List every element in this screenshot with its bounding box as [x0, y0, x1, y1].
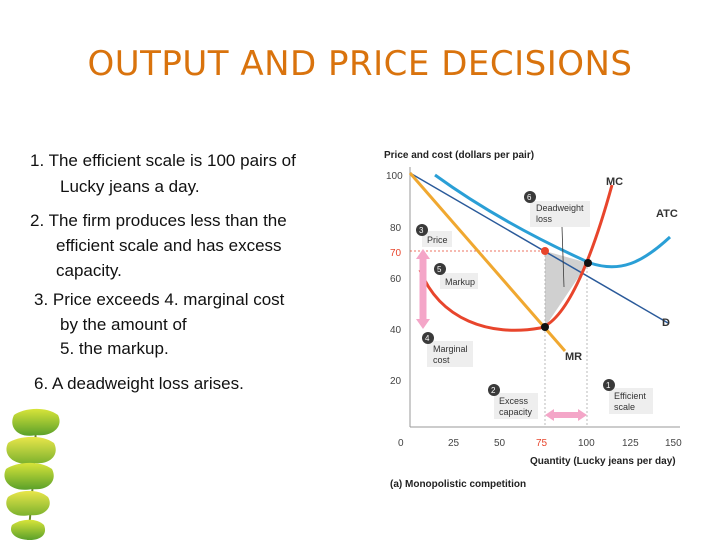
leaf-icon [4, 462, 54, 490]
y-tick-label-price: 70 [390, 248, 402, 259]
x-tick-label: 100 [578, 438, 595, 449]
callout-1-text-line-1: Efficient [614, 391, 646, 401]
leaf-icon [6, 490, 50, 516]
point-3-line-2: by the amount of [60, 315, 187, 334]
callout-6-number: 6 [527, 193, 532, 202]
callout-3-number-badge [416, 224, 428, 236]
mr-label: MR [565, 351, 582, 363]
callout-5-number-badge [434, 263, 446, 275]
point-2-line-3: capacity. [56, 261, 122, 280]
callout-2-text-line-2: capacity [499, 407, 533, 417]
callout-5-number: 5 [437, 265, 442, 274]
callout-1-number: 1 [606, 381, 611, 390]
callout-2-box [494, 393, 538, 419]
diagram-caption: (a) Monopolistic competition [390, 479, 526, 490]
callout-1-box [609, 388, 653, 414]
marginal-revenue-curve [408, 172, 567, 352]
x-tick-label: 25 [448, 438, 460, 449]
callout-5-box [440, 273, 478, 289]
callout-6-leader [561, 226, 565, 288]
point-1-line-1: 1. The efficient scale is 100 pairs of [30, 151, 296, 170]
marginal-cost-curve [418, 184, 614, 332]
callout-2-number-badge [488, 384, 500, 396]
callout-6-text-line-2: loss [536, 214, 553, 224]
marginal-cost-point [541, 323, 549, 331]
demand-label: D [662, 317, 670, 329]
ginkgo-leaves-decoration [4, 408, 60, 540]
callout-4-text-line-2: cost [433, 355, 450, 365]
callout-4-number: 4 [425, 334, 430, 343]
y-tick-label: 60 [390, 274, 402, 285]
x-tick-label: 150 [665, 438, 682, 449]
efficient-scale-point [584, 259, 592, 267]
slide-title: OUTPUT AND PRICE DECISIONS [87, 44, 633, 84]
monopolistic-competition-diagram: Price and cost (dollars per pair) Quanti… [384, 150, 682, 490]
point-3-line-1: 3. Price exceeds 4. marginal cost [34, 290, 285, 309]
excess-capacity-arrow-head [545, 409, 554, 421]
leaf-icon [12, 408, 60, 436]
callout-4-text-line-1: Marginal [433, 344, 468, 354]
point-3-line-3: 5. the markup. [60, 339, 169, 358]
point-2-line-1: 2. The firm produces less than the [30, 211, 287, 230]
excess-capacity-arrow-head [578, 409, 587, 421]
y-tick-label: 40 [390, 325, 402, 336]
point-6: 6. A deadweight loss arises. [34, 374, 244, 393]
y-tick-label: 80 [390, 223, 402, 234]
callout-3-number: 3 [419, 226, 424, 235]
x-tick-label: 50 [494, 438, 506, 449]
average-total-cost-curve [434, 173, 672, 269]
callout-1-text-line-2: scale [614, 402, 635, 412]
callout-6-number-badge [524, 191, 536, 203]
deadweight-loss-area [545, 251, 588, 327]
callout-2-text-line-1: Excess [499, 396, 529, 406]
callout-5-text: Markup [445, 277, 475, 287]
callout-6-box [530, 201, 590, 227]
markup-arrow-head [416, 249, 430, 259]
point-2-line-2: efficient scale and has excess [56, 236, 282, 255]
price-point [541, 247, 549, 255]
y-tick-label: 20 [390, 376, 402, 387]
x-tick-label: 0 [398, 438, 404, 449]
x-tick-label: 125 [622, 438, 639, 449]
callout-4-box [427, 341, 473, 367]
y-axis-title: Price and cost (dollars per pair) [384, 150, 534, 161]
callout-3-box [422, 231, 452, 247]
mc-label: MC [606, 176, 623, 188]
callout-3-text: Price [427, 235, 448, 245]
callout-4-number-badge [422, 332, 434, 344]
callout-6-text-line-1: Deadweight [536, 203, 584, 213]
point-1-line-2: Lucky jeans a day. [60, 177, 200, 196]
callout-2-number: 2 [491, 386, 496, 395]
y-tick-label: 100 [386, 171, 403, 182]
leaf-icon [10, 519, 46, 540]
demand-curve [409, 172, 669, 324]
callout-1-number-badge [603, 379, 615, 391]
x-axis-title: Quantity (Lucky jeans per day) [530, 456, 676, 467]
markup-arrow-head [416, 319, 430, 329]
leaf-icon [6, 436, 56, 464]
atc-label: ATC [656, 208, 678, 220]
x-tick-label-output: 75 [536, 438, 548, 449]
